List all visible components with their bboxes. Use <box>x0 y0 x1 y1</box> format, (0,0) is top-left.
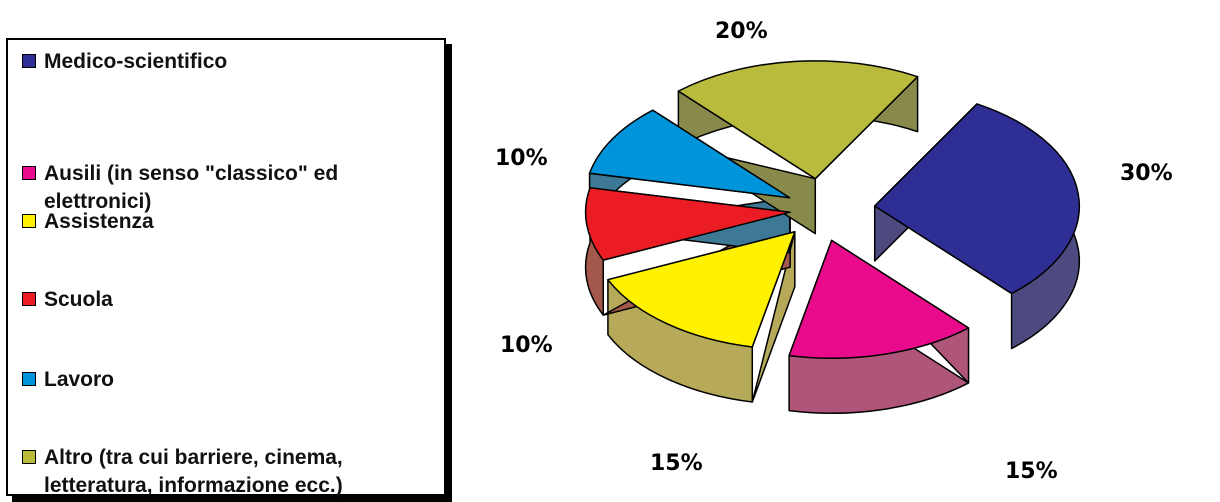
pie-chart: 30% 15% 15% 10% 10% 20% <box>495 19 1173 484</box>
pie-slice <box>584 186 791 261</box>
pie-slice <box>873 103 1081 295</box>
legend-swatch <box>22 166 36 180</box>
legend-item: Lavoro <box>22 366 442 394</box>
legend-swatch <box>22 292 36 306</box>
legend-item: Scuola <box>22 286 442 314</box>
pie-slice <box>677 60 919 180</box>
legend-item: Assistenza <box>22 208 442 236</box>
slice-value-label: 20% <box>715 19 768 44</box>
slice-value-label: 10% <box>500 333 553 358</box>
legend-item: Ausili (in senso "classico" ed elettroni… <box>22 160 442 216</box>
slice-value-label: 30% <box>1120 161 1173 186</box>
slice-value-label: 15% <box>1005 459 1058 484</box>
legend-label: Lavoro <box>44 368 115 391</box>
pie-slice <box>788 239 970 359</box>
legend-label: Assistenza <box>44 210 154 233</box>
slice-value-label: 10% <box>495 146 548 171</box>
pie-slice <box>588 109 791 199</box>
legend-label: Medico-scientifico <box>44 50 228 73</box>
slice-value-label: 15% <box>650 451 703 476</box>
legend-label: Ausili (in senso "classico" ed elettroni… <box>44 162 339 213</box>
legend-swatch <box>22 214 36 228</box>
legend-swatch <box>22 450 36 464</box>
legend-swatch <box>22 54 36 68</box>
chart-legend: Medico-scientifico Ausili (in senso "clas… <box>6 38 446 497</box>
legend-swatch <box>22 372 36 386</box>
pie-slice <box>607 231 796 348</box>
legend-item: Altro (tra cui barriere, cinema, lettera… <box>22 444 442 500</box>
legend-item: Medico-scientifico <box>22 48 442 76</box>
legend-label: Altro (tra cui barriere, cinema, lettera… <box>44 446 343 497</box>
legend-label: Scuola <box>44 288 113 311</box>
